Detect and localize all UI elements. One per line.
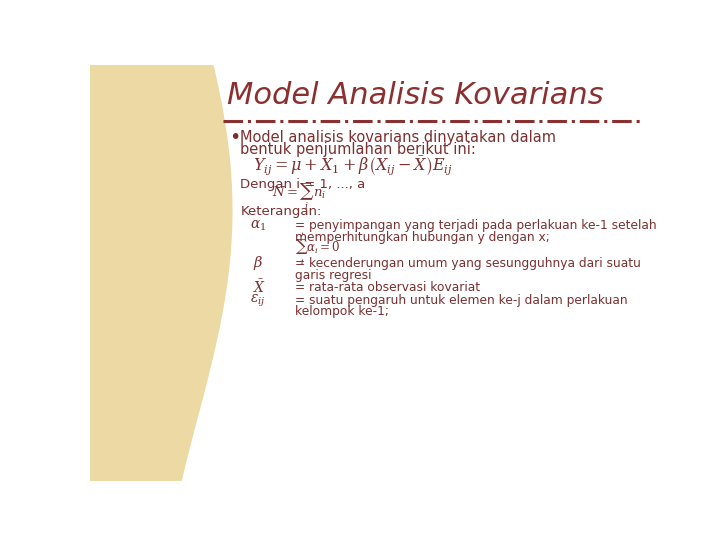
Text: garis regresi: garis regresi <box>295 268 372 281</box>
Text: Keterangan:: Keterangan: <box>240 205 322 218</box>
Text: $N = \sum_{i} n_i$: $N = \sum_{i} n_i$ <box>272 182 326 212</box>
Text: Model Analisis Kovarians: Model Analisis Kovarians <box>228 81 604 110</box>
Text: kelompok ke-1;: kelompok ke-1; <box>295 306 390 319</box>
Text: bentuk penjumlahan berikut ini:: bentuk penjumlahan berikut ini: <box>240 142 476 157</box>
Text: $\alpha_1$: $\alpha_1$ <box>251 219 266 233</box>
Text: $Y_{ij} = \mu + X_1 + \beta \left( X_{ij} - \bar{X} \right)E_{ij}$: $Y_{ij} = \mu + X_1 + \beta \left( X_{ij… <box>253 155 453 178</box>
Text: $\epsilon_{ij}$: $\epsilon_{ij}$ <box>251 292 266 308</box>
Text: memperhitungkan hubungan y dengan x;: memperhitungkan hubungan y dengan x; <box>295 231 550 244</box>
Text: = suatu pengaruh untuk elemen ke-j dalam perlakuan: = suatu pengaruh untuk elemen ke-j dalam… <box>295 294 628 307</box>
Text: •: • <box>230 129 241 147</box>
Text: Model analisis kovarians dinyatakan dalam: Model analisis kovarians dinyatakan dala… <box>240 130 557 145</box>
Text: $\beta$: $\beta$ <box>253 254 263 273</box>
Text: $\sum_i' \alpha_i = 0$: $\sum_i' \alpha_i = 0$ <box>295 231 341 267</box>
Polygon shape <box>90 65 232 481</box>
Text: Dengan i = 1, ..., a: Dengan i = 1, ..., a <box>240 178 366 191</box>
Text: = kecenderungan umum yang sesungguhnya dari suatu: = kecenderungan umum yang sesungguhnya d… <box>295 257 642 270</box>
Text: $\bar{X}$: $\bar{X}$ <box>253 279 266 296</box>
Text: = rata-rata observasi kovariat: = rata-rata observasi kovariat <box>295 281 480 294</box>
Text: = penyimpangan yang terjadi pada perlakuan ke-1 setelah: = penyimpangan yang terjadi pada perlaku… <box>295 219 657 232</box>
